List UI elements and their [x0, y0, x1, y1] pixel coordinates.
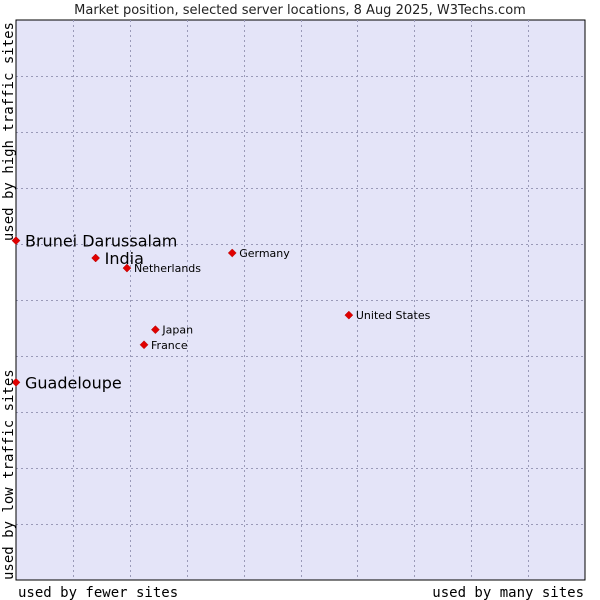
point-marker [344, 310, 354, 320]
point-label: United States [356, 309, 431, 322]
point-label: Japan [161, 324, 193, 337]
point-marker [11, 236, 21, 245]
point-india: India [91, 249, 144, 268]
y-axis-label-high: used by high traffic sites [1, 22, 17, 241]
point-label: India [105, 249, 144, 268]
point-label: Guadeloupe [25, 373, 122, 392]
point-brunei-darussalam: Brunei Darussalam [11, 232, 177, 251]
point-france: France [139, 339, 188, 352]
point-germany: Germany [227, 247, 290, 260]
point-guadeloupe: Guadeloupe [11, 373, 122, 392]
point-marker [91, 253, 101, 263]
point-marker [11, 377, 21, 387]
point-marker [139, 340, 149, 350]
point-label: Netherlands [134, 262, 201, 275]
x-axis-label-high: used by many sites [432, 585, 584, 600]
point-marker [122, 263, 132, 273]
chart-title: Market position, selected server locatio… [74, 3, 526, 18]
point-netherlands: Netherlands [122, 262, 201, 275]
grid-lines [16, 20, 585, 580]
point-japan: Japan [151, 324, 193, 337]
point-label: Germany [239, 247, 290, 260]
y-axis-label-low: used by low traffic sites [1, 369, 17, 580]
x-axis-label-low: used by fewer sites [18, 585, 178, 600]
point-label: Brunei Darussalam [25, 232, 177, 251]
point-marker [227, 248, 237, 258]
point-marker [151, 325, 160, 335]
point-united-states: United States [344, 309, 431, 322]
point-label: France [151, 339, 188, 352]
plot-area [15, 19, 586, 581]
